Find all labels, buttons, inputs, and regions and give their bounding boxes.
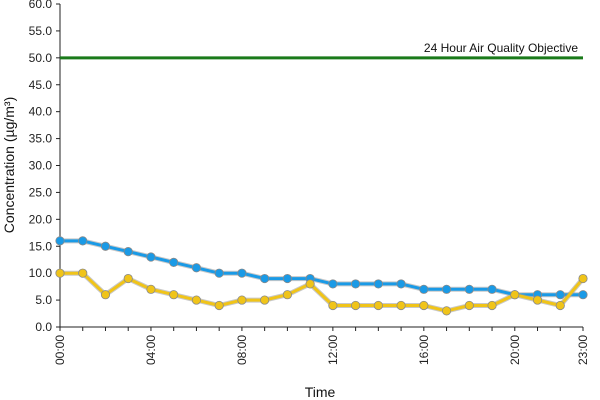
series-2-point (123, 273, 133, 284)
series-1-point (578, 290, 588, 300)
series-2-point (419, 300, 429, 311)
y-tick-label: 45.0 (29, 78, 53, 92)
y-tick-label: 25.0 (29, 185, 53, 199)
series-2-point (532, 295, 543, 305)
series-1-point (487, 284, 497, 294)
series-1-point (237, 268, 247, 278)
x-tick-label: 23:00 (576, 335, 590, 365)
series-1-shadow (57, 238, 586, 298)
y-tick-label: 35.0 (29, 132, 53, 146)
series-1-point (555, 290, 565, 300)
series-1-point (282, 273, 292, 284)
y-axis-title: Concentration (µg/m³) (1, 97, 17, 233)
series-2-point (487, 300, 497, 311)
series-2-point (146, 284, 156, 294)
x-axis-title: Time (305, 384, 336, 400)
series-1-point (214, 268, 224, 278)
series-1-point (396, 279, 406, 289)
series-2-point (305, 279, 315, 289)
y-tick-label: 40.0 (29, 105, 53, 119)
series-2-point (100, 290, 111, 300)
air-quality-objective-label: 24 Hour Air Quality Objective (424, 41, 578, 55)
series-1-point (464, 284, 474, 294)
y-tick-label: 15.0 (29, 239, 53, 253)
series-1-point (100, 241, 111, 251)
y-tick-label: 60.0 (29, 0, 53, 11)
series-2-point (169, 290, 179, 300)
series-2-point (441, 306, 452, 316)
series-2-point (464, 300, 474, 311)
series-2-point (78, 268, 88, 278)
series-2-point (214, 300, 224, 311)
x-tick-label: 08:00 (235, 335, 249, 365)
series-1-point (419, 284, 429, 294)
series-2-point (191, 295, 202, 305)
y-tick-label: 10.0 (29, 266, 53, 280)
y-tick-label: 55.0 (29, 24, 53, 38)
series-1-point (260, 273, 270, 284)
series-2-point (555, 300, 565, 311)
x-tick-label: 20:00 (508, 335, 522, 365)
series-2-point (396, 300, 406, 311)
x-tick-label: 04:00 (144, 335, 158, 365)
y-tick-label: 5.0 (35, 293, 52, 307)
series-2-point (351, 300, 361, 311)
series-1-point (123, 247, 133, 257)
series-2-point (260, 295, 270, 305)
axes: 0.0 5.0 10.0 15.0 20.0 25.0 30.0 35.0 40.0 45.0 50… (29, 0, 590, 365)
y-tick-label: 0.0 (35, 320, 52, 334)
series-1-point (441, 284, 452, 294)
series-2-point (55, 268, 65, 278)
reference-line-group: 24 Hour Air Quality Objective (60, 41, 583, 60)
x-tick-label: 16:00 (417, 335, 431, 365)
series-1-point (55, 236, 65, 246)
series-2-point (282, 290, 292, 300)
series-1-point (373, 279, 383, 289)
y-tick-label: 50.0 (29, 51, 53, 65)
series-2-point (510, 290, 520, 300)
series-2-point (578, 273, 588, 284)
x-tick-label: 12:00 (326, 335, 340, 365)
series-1-point (191, 263, 202, 273)
series-group (55, 236, 588, 316)
series-2-point (237, 295, 247, 305)
series-1-point (351, 279, 361, 289)
series-2-point (373, 300, 383, 311)
series-1-point (78, 236, 88, 246)
y-tick-label: 30.0 (29, 159, 53, 173)
y-tick-label: 20.0 (29, 212, 53, 226)
series-1-point (328, 279, 338, 289)
series-1-line (58, 239, 585, 297)
series-1-point (146, 252, 156, 262)
x-tick-label: 00:00 (53, 335, 67, 365)
series-2-point (328, 300, 338, 311)
series-1-point (169, 257, 179, 267)
